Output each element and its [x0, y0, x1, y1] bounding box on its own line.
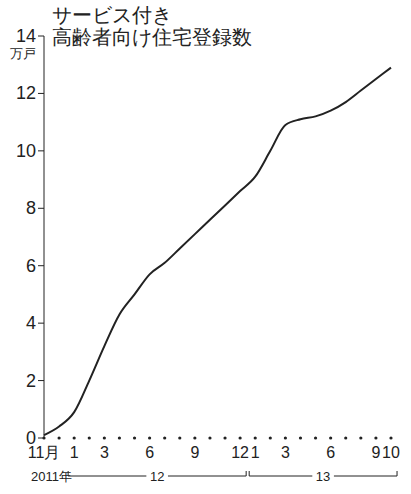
html-text:サービス付き: サービス付き — [52, 4, 172, 26]
svg-text:12: 12 — [16, 83, 36, 103]
svg-text:1: 1 — [251, 444, 260, 461]
svg-text:10: 10 — [382, 444, 400, 461]
svg-text:9: 9 — [190, 444, 199, 461]
svg-text:3: 3 — [281, 444, 290, 461]
svg-text:8: 8 — [26, 198, 36, 218]
svg-text:2: 2 — [26, 371, 36, 391]
svg-text:1: 1 — [70, 444, 79, 461]
svg-text:12: 12 — [150, 469, 164, 484]
svg-text:0: 0 — [26, 428, 36, 448]
svg-text:12: 12 — [231, 444, 249, 461]
svg-text:9: 9 — [371, 444, 380, 461]
svg-text:10: 10 — [16, 141, 36, 161]
svg-text:万戸: 万戸 — [10, 46, 36, 61]
svg-text:14: 14 — [16, 26, 36, 46]
svg-text:13: 13 — [316, 469, 330, 484]
svg-text:6: 6 — [26, 256, 36, 276]
svg-text:3: 3 — [100, 444, 109, 461]
svg-text:6: 6 — [326, 444, 335, 461]
svg-text:6: 6 — [145, 444, 154, 461]
svg-text:4: 4 — [26, 313, 36, 333]
svg-text:11月: 11月 — [27, 444, 61, 461]
html-text:高齢者向け住宅登録数: 高齢者向け住宅登録数 — [52, 26, 252, 48]
svg-text:2011年: 2011年 — [31, 469, 72, 484]
